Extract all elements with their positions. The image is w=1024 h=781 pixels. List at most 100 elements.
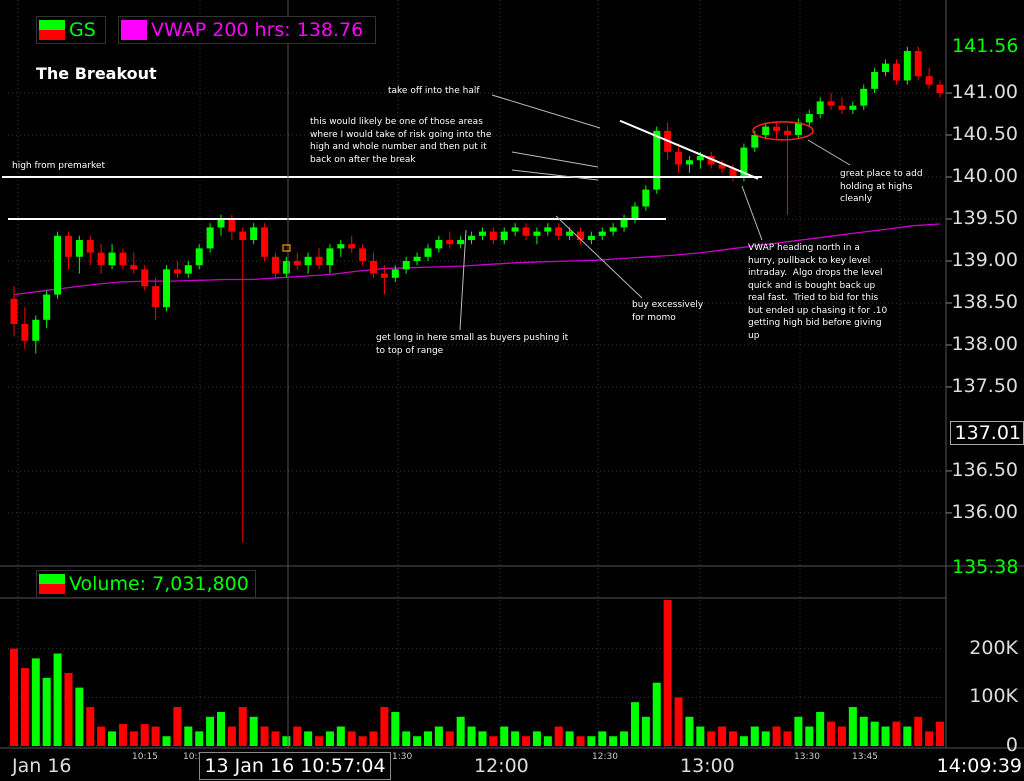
volume-bar [380,707,389,746]
price-tick-label: 138.50 [951,290,1018,313]
price-tick-label: 139.00 [951,248,1018,271]
volume-bar [31,658,40,746]
volume-bar [391,711,400,746]
volume-bar [423,731,432,746]
annotation-add: great place to add holding at highs clea… [840,169,923,204]
volume-bar [478,731,487,746]
legend-swatch [121,20,147,40]
candle-body [391,269,399,278]
candle-body [685,160,693,165]
volume-bar [216,711,225,746]
candle-body [250,227,258,240]
price-tick-label: 136.00 [951,500,1018,523]
candle-body [163,269,171,308]
volume-bar [325,731,334,746]
annotation-pointer [511,169,599,181]
price-tick-label: 138.00 [951,332,1018,355]
candle-body [446,239,454,245]
symbol-legend[interactable]: GS [36,16,106,44]
candle-body [326,248,334,266]
candle-body [718,164,726,169]
candle-body [500,231,508,240]
candle-body [217,219,225,228]
volume-legend[interactable]: Volume: 7,031,800 [36,570,256,598]
candle-body [838,105,846,110]
volume-bar [500,726,509,746]
price-tick-label: 139.50 [951,207,1018,229]
candle-body [892,63,900,81]
candle-body [304,256,312,266]
candle-body [413,256,421,261]
volume-bar [761,731,770,746]
volume-bar [696,726,705,746]
annotation-vwap: VWAP heading north in a hurry, pullback … [748,243,888,341]
volume-bar [565,731,574,746]
candle-body [620,219,628,228]
volume-bar [816,711,825,746]
volume-bar [511,731,520,746]
volume-bar [609,736,618,746]
candle-body [119,252,127,266]
volume-bar [805,726,814,746]
annotation-get-long: get long in here small as buyers pushing… [376,333,569,356]
candle-body [424,248,432,257]
volume-bar [652,682,661,746]
candle-body [816,101,824,115]
volume-bar [118,724,127,746]
annotation-pointer [807,139,851,166]
volume-bar [783,731,792,746]
annotation-pointer [491,94,601,129]
volume-tick-label: 100K [969,685,1018,708]
volume-bar [870,721,879,746]
candle-body [707,156,715,165]
volume-bar [489,736,498,746]
candle-body [457,239,465,245]
volume-bar [42,677,51,746]
chart-title: The Breakout [36,64,157,83]
volume-bar [739,736,748,746]
candle-body [370,260,378,274]
volume-bar [129,731,138,746]
annotation-pointer [741,185,763,241]
candle-body [576,231,584,240]
annotation-risk: this would likely be one of those areas … [310,117,492,165]
cursor-marker [282,244,291,252]
last-time-label: 14:09:39 [936,755,1022,777]
vwap-legend[interactable]: VWAP 200 hrs: 138.76 [118,16,376,44]
candle-body [64,235,72,257]
price-low-label: 135.38 [952,556,1019,578]
price-tick-label: 136.50 [951,458,1018,481]
volume-label: Volume: 7,031,800 [69,573,249,595]
volume-bar [859,716,868,746]
x-tick-label: 13:00 [680,755,735,777]
volume-bar [434,726,443,746]
pullback-trendline [619,119,759,180]
volume-bar [827,721,836,746]
candle-body [293,260,301,266]
highlight-ellipse [752,121,814,141]
candle-body [380,273,388,278]
volume-bar [75,687,84,746]
candle-body [729,168,737,178]
volume-bar [445,731,454,746]
candle-body [75,239,83,257]
volume-bar [598,731,607,746]
volume-bar [522,736,531,746]
candle-body [511,227,519,232]
price-tick-label: 137.50 [951,374,1018,397]
candle-body [184,265,192,274]
candle-body [653,130,661,190]
volume-bar [456,716,465,746]
volume-bar [685,716,694,746]
x-tick-label: 10:15 [132,752,158,762]
volume-tick-label: 0 [1005,734,1018,756]
volume-bar [238,707,247,746]
volume-bar [336,726,345,746]
price-tick-label: 140.00 [951,165,1018,187]
candle-body [108,252,116,266]
x-day-label: Jan 16 [12,755,72,777]
volume-bar [467,726,476,746]
annotation-pointer [555,215,643,299]
x-tick-label: 12:00 [474,755,529,777]
candle-body [773,126,781,131]
